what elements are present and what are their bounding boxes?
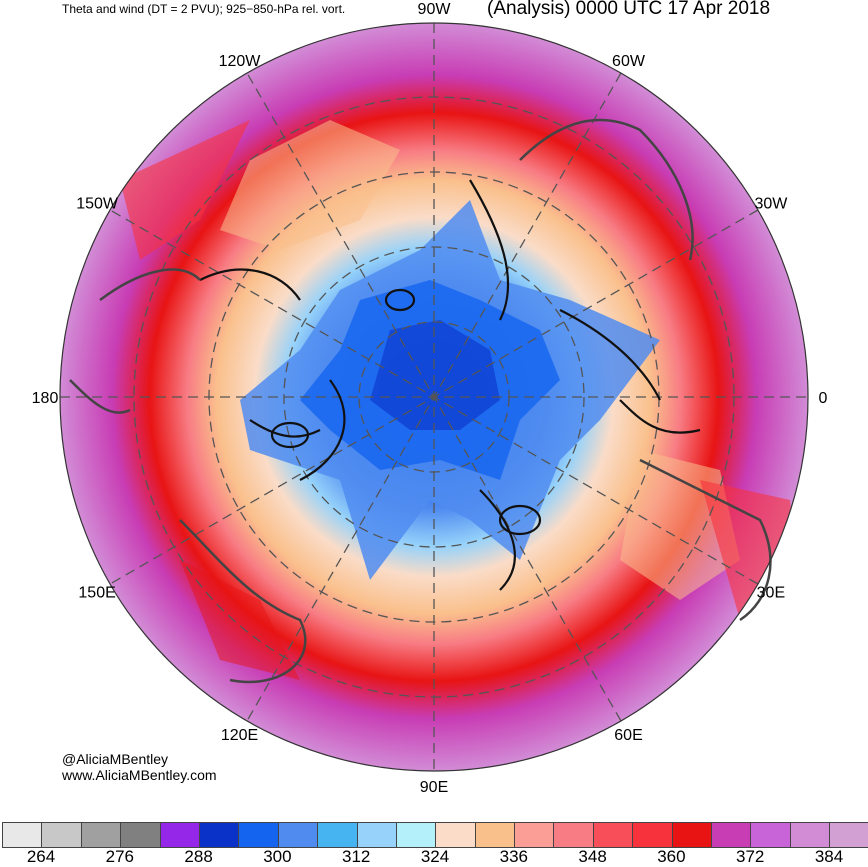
longitude-label-7: 120E bbox=[221, 727, 258, 744]
colorbar-swatch-1 bbox=[42, 823, 82, 847]
colorbar-swatch-18 bbox=[712, 823, 752, 847]
colorbar-swatch-5 bbox=[199, 823, 240, 847]
colorbar-label-0: 264 bbox=[26, 847, 56, 866]
colorbar-swatch-16 bbox=[633, 823, 673, 847]
longitude-label-2: 30W bbox=[754, 196, 788, 213]
colorbar-label-3: 300 bbox=[263, 847, 292, 866]
colorbar-label-5: 324 bbox=[420, 847, 450, 866]
longitude-label-4: 30E bbox=[757, 585, 785, 602]
colorbar-label-6: 336 bbox=[499, 847, 528, 866]
colorbar-swatch-10 bbox=[396, 823, 437, 847]
coastlines bbox=[69, 118, 772, 684]
longitude-label-10: 150W bbox=[76, 196, 119, 213]
colorbar-label-8: 360 bbox=[657, 847, 686, 866]
longitude-label-11: 120W bbox=[219, 53, 262, 70]
polar-map: 90W 60W 30W 0 30E 60E 90E 120E 150E 180 150W 120W bbox=[32, 1, 828, 796]
colorbar-label-4: 312 bbox=[342, 847, 371, 866]
graticule bbox=[60, 23, 808, 771]
longitude-label-1: 60W bbox=[612, 53, 646, 70]
colorbar-swatch-17 bbox=[672, 823, 713, 847]
longitude-label-5: 60E bbox=[614, 727, 642, 744]
map-boundary bbox=[59, 22, 809, 772]
colorbar-swatch-13 bbox=[515, 823, 555, 847]
colorbar-swatch-19 bbox=[751, 823, 791, 847]
longitude-label-3: 0 bbox=[819, 390, 828, 407]
colorbar-swatch-8 bbox=[318, 823, 358, 847]
colorbar-swatch-12 bbox=[475, 823, 516, 847]
colorbar-swatch-11 bbox=[436, 823, 476, 847]
colorbar-swatch-21 bbox=[830, 823, 868, 847]
colorbar-swatch-15 bbox=[593, 823, 634, 847]
vorticity-contours bbox=[199, 179, 701, 591]
colorbar-label-10: 384 bbox=[814, 847, 844, 866]
map-title-right: (Analysis) 0000 UTC 17 Apr 2018 bbox=[487, 0, 771, 19]
colorbar-swatch-3 bbox=[121, 823, 161, 847]
colorbar-swatch-4 bbox=[160, 823, 200, 847]
colorbar: 264 276 288 300 312 324 336 348 360 372 384 bbox=[0, 822, 868, 866]
credit-website: www.AliciaMBentley.com bbox=[62, 767, 217, 783]
longitude-label-9: 180 bbox=[32, 390, 59, 407]
colorbar-swatch-20 bbox=[790, 823, 831, 847]
colorbar-swatch-6 bbox=[239, 823, 279, 847]
colorbar-swatches bbox=[2, 822, 868, 848]
colorbar-label-9: 372 bbox=[736, 847, 765, 866]
colorbar-swatch-2 bbox=[81, 823, 122, 847]
longitude-labels: 90W 60W 30W 0 30E 60E 90E 120E 150E 180 150W 120W bbox=[32, 1, 828, 796]
colorbar-swatch-0 bbox=[3, 823, 43, 847]
colorbar-swatch-9 bbox=[357, 823, 397, 847]
colorbar-swatch-7 bbox=[278, 823, 319, 847]
credit-handle: @AliciaMBentley bbox=[62, 751, 169, 767]
longitude-label-6: 90E bbox=[420, 779, 448, 796]
colorbar-label-1: 276 bbox=[105, 847, 134, 866]
colorbar-label-2: 288 bbox=[184, 847, 213, 866]
longitude-label-8: 150E bbox=[78, 585, 115, 602]
colorbar-label-7: 348 bbox=[578, 847, 607, 866]
longitude-label-0: 90W bbox=[418, 1, 452, 18]
map-title-left: Theta and wind (DT = 2 PVU); 925−850-hPa… bbox=[62, 2, 346, 16]
colorbar-swatch-14 bbox=[554, 823, 594, 847]
